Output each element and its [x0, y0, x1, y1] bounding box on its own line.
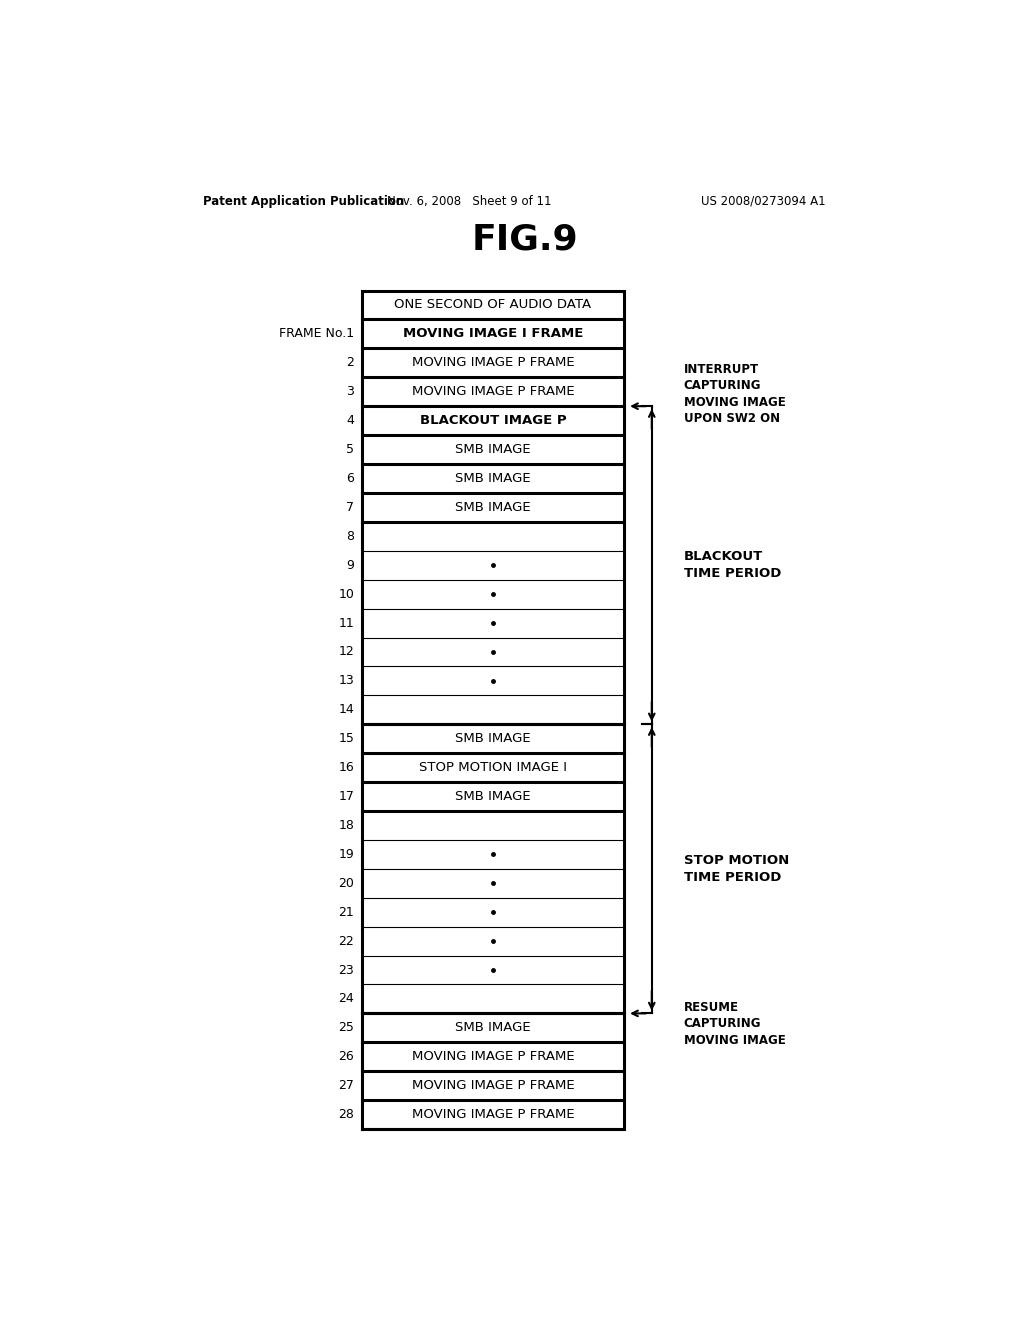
- Text: 7: 7: [346, 500, 354, 513]
- Text: 26: 26: [338, 1051, 354, 1064]
- Text: MOVING IMAGE P FRAME: MOVING IMAGE P FRAME: [412, 385, 574, 399]
- Text: FRAME No.1: FRAME No.1: [280, 327, 354, 341]
- Text: 5: 5: [346, 444, 354, 457]
- Text: 20: 20: [338, 876, 354, 890]
- Text: 24: 24: [338, 993, 354, 1006]
- Text: ONE SECOND OF AUDIO DATA: ONE SECOND OF AUDIO DATA: [394, 298, 592, 312]
- Text: MOVING IMAGE P FRAME: MOVING IMAGE P FRAME: [412, 1107, 574, 1121]
- Text: 11: 11: [338, 616, 354, 630]
- Text: 16: 16: [338, 762, 354, 774]
- Text: SMB IMAGE: SMB IMAGE: [456, 500, 530, 513]
- Text: 9: 9: [346, 558, 354, 572]
- Text: STOP MOTION IMAGE I: STOP MOTION IMAGE I: [419, 762, 567, 774]
- Text: MOVING IMAGE P FRAME: MOVING IMAGE P FRAME: [412, 356, 574, 370]
- Text: SMB IMAGE: SMB IMAGE: [456, 473, 530, 484]
- Text: 15: 15: [338, 733, 354, 746]
- Text: 6: 6: [346, 473, 354, 484]
- Text: 2: 2: [346, 356, 354, 370]
- Text: RESUME
CAPTURING
MOVING IMAGE: RESUME CAPTURING MOVING IMAGE: [684, 1001, 785, 1047]
- Text: 12: 12: [338, 645, 354, 659]
- Text: 8: 8: [346, 529, 354, 543]
- Text: MOVING IMAGE I FRAME: MOVING IMAGE I FRAME: [402, 327, 584, 341]
- Bar: [362, 290, 624, 1129]
- Text: 17: 17: [338, 791, 354, 803]
- Text: 3: 3: [346, 385, 354, 399]
- Text: 28: 28: [338, 1107, 354, 1121]
- Text: SMB IMAGE: SMB IMAGE: [456, 733, 530, 746]
- Text: STOP MOTION
TIME PERIOD: STOP MOTION TIME PERIOD: [684, 854, 788, 883]
- Text: 10: 10: [338, 587, 354, 601]
- Text: BLACKOUT IMAGE P: BLACKOUT IMAGE P: [420, 414, 566, 428]
- Text: SMB IMAGE: SMB IMAGE: [456, 791, 530, 803]
- Text: 19: 19: [338, 847, 354, 861]
- Text: INTERRUPT
CAPTURING
MOVING IMAGE
UPON SW2 ON: INTERRUPT CAPTURING MOVING IMAGE UPON SW…: [684, 363, 785, 425]
- Text: MOVING IMAGE P FRAME: MOVING IMAGE P FRAME: [412, 1051, 574, 1064]
- Text: 14: 14: [338, 704, 354, 717]
- Text: SMB IMAGE: SMB IMAGE: [456, 444, 530, 457]
- Text: 27: 27: [338, 1080, 354, 1092]
- Text: 18: 18: [338, 818, 354, 832]
- Text: 21: 21: [338, 906, 354, 919]
- Text: US 2008/0273094 A1: US 2008/0273094 A1: [700, 194, 825, 207]
- Text: BLACKOUT
TIME PERIOD: BLACKOUT TIME PERIOD: [684, 550, 781, 579]
- Text: 4: 4: [346, 414, 354, 428]
- Text: SMB IMAGE: SMB IMAGE: [456, 1022, 530, 1035]
- Text: Patent Application Publication: Patent Application Publication: [204, 194, 404, 207]
- Text: MOVING IMAGE P FRAME: MOVING IMAGE P FRAME: [412, 1080, 574, 1092]
- Text: 13: 13: [338, 675, 354, 688]
- Text: Nov. 6, 2008   Sheet 9 of 11: Nov. 6, 2008 Sheet 9 of 11: [387, 194, 552, 207]
- Text: 23: 23: [338, 964, 354, 977]
- Text: 25: 25: [338, 1022, 354, 1035]
- Text: FIG.9: FIG.9: [471, 223, 579, 256]
- Text: 22: 22: [338, 935, 354, 948]
